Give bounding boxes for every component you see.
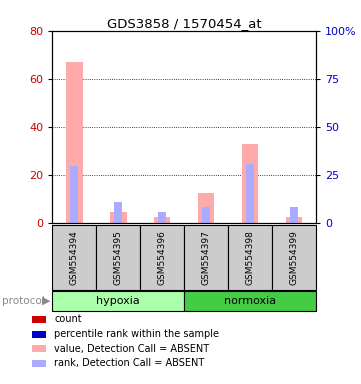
Bar xyxy=(154,217,170,223)
Bar xyxy=(158,212,166,223)
Text: value, Detection Call = ABSENT: value, Detection Call = ABSENT xyxy=(54,344,209,354)
Bar xyxy=(70,166,78,223)
Text: ▶: ▶ xyxy=(42,296,51,306)
Text: protocol: protocol xyxy=(2,296,44,306)
Text: GSM554399: GSM554399 xyxy=(290,230,299,285)
Text: GSM554395: GSM554395 xyxy=(114,230,123,285)
Bar xyxy=(198,193,214,223)
Text: percentile rank within the sample: percentile rank within the sample xyxy=(54,329,219,339)
Text: GSM554398: GSM554398 xyxy=(245,230,255,285)
Bar xyxy=(202,207,210,223)
Text: GSM554394: GSM554394 xyxy=(70,230,79,285)
Bar xyxy=(246,164,254,223)
Text: count: count xyxy=(54,314,82,324)
Bar xyxy=(242,144,258,223)
Text: GSM554397: GSM554397 xyxy=(201,230,210,285)
Text: normoxia: normoxia xyxy=(224,296,276,306)
Bar xyxy=(110,212,127,223)
Bar xyxy=(114,202,122,223)
Bar xyxy=(66,62,83,223)
Text: hypoxia: hypoxia xyxy=(96,296,140,306)
Title: GDS3858 / 1570454_at: GDS3858 / 1570454_at xyxy=(107,17,261,30)
Bar xyxy=(290,207,298,223)
Text: rank, Detection Call = ABSENT: rank, Detection Call = ABSENT xyxy=(54,358,204,368)
Bar xyxy=(286,217,302,223)
Text: GSM554396: GSM554396 xyxy=(158,230,167,285)
